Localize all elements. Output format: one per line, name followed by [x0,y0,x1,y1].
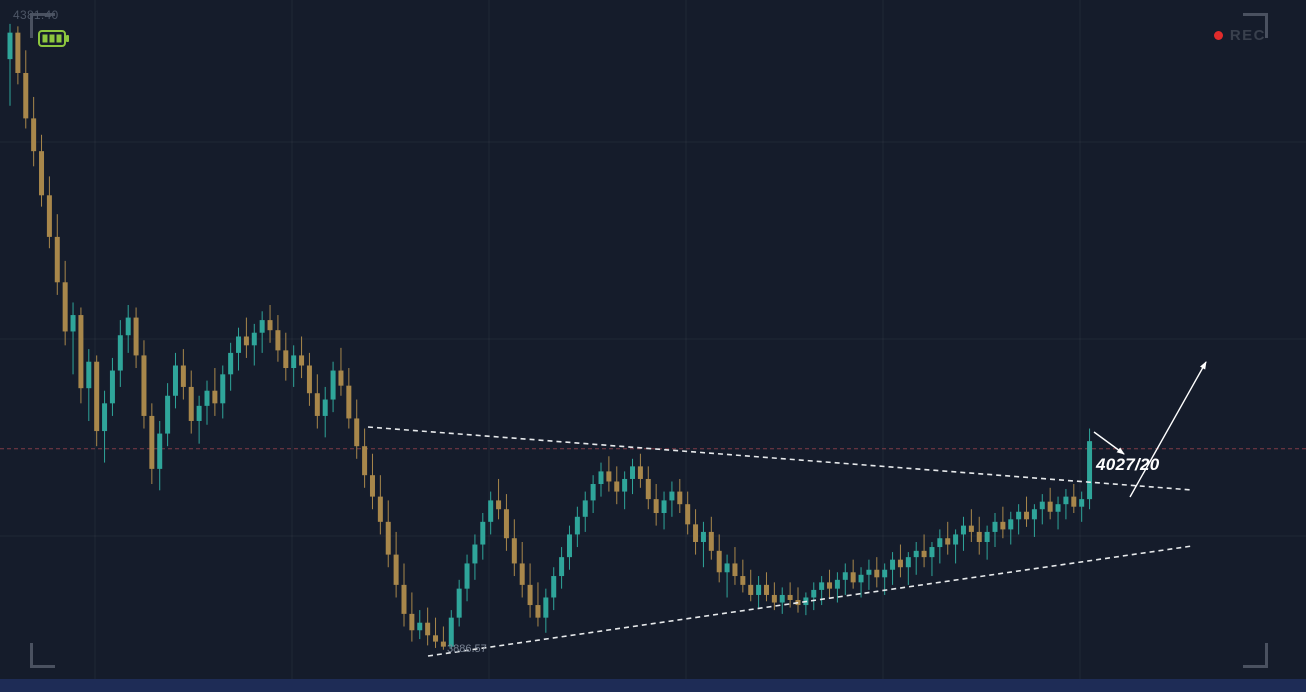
battery-icon [38,30,69,47]
bottom-taskbar[interactable] [0,679,1306,692]
rec-indicator: REC [1213,27,1266,44]
candles-layer [7,23,1093,650]
arrows-layer [1093,361,1207,498]
trendlines-layer [367,426,1193,657]
viewfinder-corner-top-right-icon [1243,13,1268,38]
breakout-annotation: 4027/20 [1096,455,1160,474]
viewfinder-corner-top-left-icon [30,13,55,38]
price-readout: 4381.40 [13,8,59,22]
viewfinder-corner-bottom-right-icon [1243,643,1268,668]
rec-label: REC [1229,27,1266,44]
swing-low-price-label: 3886.57 [447,643,487,655]
rec-dot-icon [1213,31,1223,40]
viewfinder-corner-bottom-left-icon [30,643,55,668]
